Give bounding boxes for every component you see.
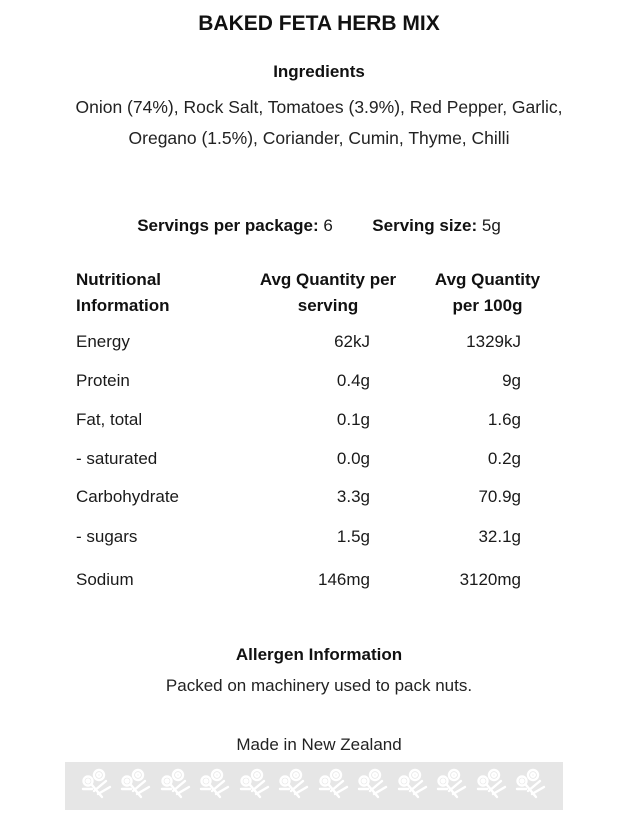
nutrient-name: - sugars xyxy=(76,527,138,546)
ingredients-heading: Ingredients xyxy=(273,62,365,81)
flower-icon xyxy=(80,767,114,806)
table-row: Sodium 146mg 3120mg xyxy=(0,570,638,594)
per-serving-value: 0.4g xyxy=(336,371,370,390)
per-100g-value: 3120mg xyxy=(459,570,521,589)
serving-size-value: 5g xyxy=(481,216,501,235)
flower-icon xyxy=(119,767,153,806)
product-title: BAKED FETA HERB MIX xyxy=(198,12,440,35)
per-100g-value: 0.2g xyxy=(487,449,521,468)
origin-text: Made in New Zealand xyxy=(236,735,402,754)
nutrient-name: Fat, total xyxy=(76,410,143,429)
per-serving-value: 146mg xyxy=(318,570,370,589)
header-per-100g: Avg Quantity per 100g xyxy=(434,270,541,315)
nutrient-name: Energy xyxy=(76,332,130,351)
table-row: - sugars 1.5g 32.1g xyxy=(0,527,638,551)
nutrient-name: - saturated xyxy=(76,449,158,468)
table-row: Protein 0.4g 9g xyxy=(0,371,638,395)
flower-icon xyxy=(317,767,351,806)
per-100g-value: 32.1g xyxy=(478,527,521,546)
flower-icon xyxy=(277,767,311,806)
nutrient-name: Protein xyxy=(76,371,130,390)
table-row: - saturated 0.0g 0.2g xyxy=(0,449,638,473)
flower-icon xyxy=(514,767,548,806)
per-serving-value: 3.3g xyxy=(336,487,370,506)
nutrient-name: Sodium xyxy=(76,570,134,589)
flower-icon xyxy=(159,767,193,806)
allergen-heading: Allergen Information xyxy=(235,645,403,664)
flower-icon xyxy=(396,767,430,806)
per-serving-value: 1.5g xyxy=(336,527,370,546)
header-nutritional-information: Nutritional Information xyxy=(76,270,170,315)
per-100g-value: 70.9g xyxy=(478,487,521,506)
ingredients-text: Onion (74%), Rock Salt, Tomatoes (3.9%),… xyxy=(75,97,563,148)
allergen-text: Packed on machinery used to pack nuts. xyxy=(165,676,473,695)
flower-icon xyxy=(238,767,272,806)
servings-per-package-value: 6 xyxy=(323,216,333,235)
per-100g-value: 9g xyxy=(502,371,521,390)
nutrient-name: Carbohydrate xyxy=(76,487,180,506)
servings-line: Servings per package: 6 Serving size: 5g xyxy=(0,216,638,236)
flower-icon xyxy=(356,767,390,806)
per-serving-value: 62kJ xyxy=(334,332,370,351)
table-row: Carbohydrate 3.3g 70.9g xyxy=(0,487,638,511)
servings-per-package-label: Servings per package: xyxy=(137,216,319,235)
table-row: Fat, total 0.1g 1.6g xyxy=(0,410,638,434)
per-100g-value: 1329kJ xyxy=(466,332,521,351)
header-per-serving: Avg Quantity per serving xyxy=(259,270,397,315)
per-100g-value: 1.6g xyxy=(487,410,521,429)
flower-icon xyxy=(198,767,232,806)
per-serving-value: 0.0g xyxy=(336,449,370,468)
serving-size-label: Serving size: xyxy=(372,216,478,235)
per-serving-value: 0.1g xyxy=(336,410,370,429)
flower-icon xyxy=(475,767,509,806)
table-row: Energy 62kJ 1329kJ xyxy=(0,332,638,356)
decorative-flower-band xyxy=(65,762,563,810)
flower-icon xyxy=(435,767,469,806)
